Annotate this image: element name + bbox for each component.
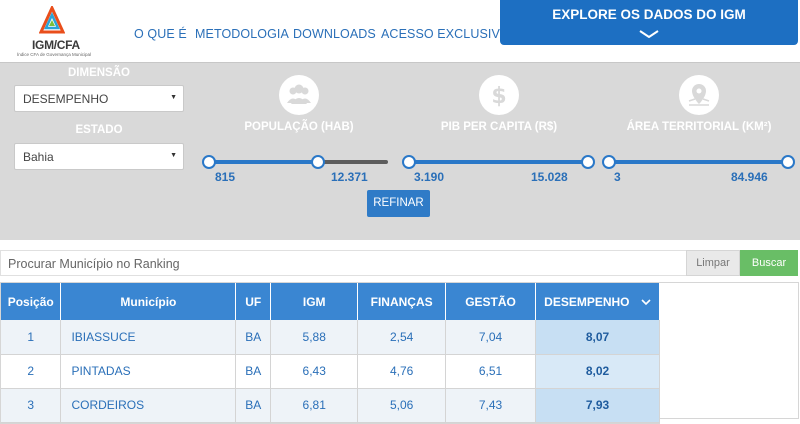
col-header-position[interactable]: Posição <box>1 283 62 320</box>
ranking-table: Posição Município UF IGM FINANÇAS GESTÃO… <box>0 282 660 424</box>
svg-text:$: $ <box>491 84 506 109</box>
logo-title: IGM/CFA <box>32 38 80 52</box>
explore-label: EXPLORE OS DADOS DO IGM <box>552 7 746 22</box>
cell-igm: 6,81 <box>270 388 359 423</box>
dollar-icon: $ <box>479 75 519 115</box>
logo-subtitle: Índice CFA de Governança Municipal <box>17 52 92 57</box>
table-row[interactable]: 3 CORDEIROS BA 6,81 5,06 7,43 7,93 <box>1 388 660 423</box>
cell-uf: BA <box>235 320 272 355</box>
cell-position: 2 <box>1 354 62 389</box>
nav-acesso-exclusivo[interactable]: ACESSO EXCLUSIVO <box>381 27 510 41</box>
cell-financas: 2,54 <box>357 320 447 355</box>
nav-metodologia[interactable]: METODOLOGIA <box>195 27 289 41</box>
population-max-value: 12.371 <box>331 170 368 184</box>
clear-button[interactable]: Limpar <box>686 250 740 276</box>
municipality-search-input[interactable]: Procurar Município no Ranking <box>0 250 686 276</box>
cell-igm: 6,43 <box>270 354 359 389</box>
state-select[interactable]: Bahia ▼ <box>14 143 184 170</box>
chevron-down-icon <box>639 30 659 38</box>
area-label: ÁREA TERRITORIAL (KM²) <box>626 121 772 133</box>
dimension-label: DIMENSÃO <box>68 67 130 79</box>
dropdown-caret-icon: ▼ <box>170 152 177 159</box>
map-pin-icon <box>679 75 719 115</box>
triangle-logo-icon <box>39 6 65 34</box>
nav-o-que-e[interactable]: O QUE É <box>134 27 187 41</box>
cell-financas: 5,06 <box>357 388 447 423</box>
area-max-value: 84.946 <box>731 170 768 184</box>
dimension-value: DESEMPENHO <box>23 92 109 106</box>
cell-uf: BA <box>235 354 272 389</box>
area-slider-fill <box>609 160 788 164</box>
col-header-desempenho-label: DESEMPENHO <box>544 294 630 309</box>
cell-municipality[interactable]: CORDEIROS <box>60 388 237 423</box>
area-min-value: 3 <box>614 170 621 184</box>
pib-max-handle[interactable] <box>581 155 595 169</box>
population-slider-track <box>318 160 388 164</box>
population-min-handle[interactable] <box>202 155 216 169</box>
cell-igm: 5,88 <box>270 320 359 355</box>
pib-slider-fill <box>409 160 588 164</box>
population-min-value: 815 <box>215 170 236 184</box>
table-header-row: Posição Município UF IGM FINANÇAS GESTÃO… <box>1 283 660 320</box>
state-value: Bahia <box>23 150 54 164</box>
population-label: POPULAÇÃO (HAB) <box>244 121 354 133</box>
cell-position: 1 <box>1 320 62 355</box>
population-max-handle[interactable] <box>311 155 325 169</box>
state-label: ESTADO <box>75 124 123 136</box>
cell-financas: 4,76 <box>357 354 447 389</box>
cell-uf: BA <box>235 388 272 423</box>
col-header-desempenho[interactable]: DESEMPENHO <box>535 283 660 320</box>
site-header: IGM/CFA Índice CFA de Governança Municip… <box>0 0 800 62</box>
dimension-select[interactable]: DESEMPENHO ▼ <box>14 85 184 112</box>
pib-min-value: 3.190 <box>414 170 445 184</box>
search-button[interactable]: Buscar <box>740 250 798 276</box>
pib-label: PIB PER CAPITA (R$) <box>440 121 558 133</box>
nav-downloads[interactable]: DOWNLOADS <box>293 27 376 41</box>
cell-desempenho: 8,02 <box>535 354 660 389</box>
igm-logo[interactable]: IGM/CFA Índice CFA de Governança Municip… <box>17 6 91 58</box>
table-row[interactable]: 1 IBIASSUCE BA 5,88 2,54 7,04 8,07 <box>1 320 660 355</box>
pib-max-value: 15.028 <box>531 170 568 184</box>
side-panel <box>658 282 799 419</box>
cell-gestao: 6,51 <box>445 354 537 389</box>
refine-button[interactable]: REFINAR <box>367 190 430 217</box>
col-header-gestao[interactable]: GESTÃO <box>445 283 537 320</box>
col-header-financas[interactable]: FINANÇAS <box>357 283 447 320</box>
cell-municipality[interactable]: IBIASSUCE <box>60 320 237 355</box>
cell-desempenho: 7,93 <box>535 388 660 423</box>
sort-chevron-down-icon <box>641 299 651 305</box>
col-header-municipality[interactable]: Município <box>60 283 237 320</box>
cell-gestao: 7,04 <box>445 320 537 355</box>
people-icon <box>279 75 319 115</box>
cell-municipality[interactable]: PINTADAS <box>60 354 237 389</box>
explore-data-button[interactable]: EXPLORE OS DADOS DO IGM <box>500 0 798 45</box>
area-max-handle[interactable] <box>781 155 795 169</box>
table-row[interactable]: 2 PINTADAS BA 6,43 4,76 6,51 8,02 <box>1 354 660 389</box>
pib-min-handle[interactable] <box>402 155 416 169</box>
col-header-uf[interactable]: UF <box>235 283 272 320</box>
filter-panel: DIMENSÃO DESEMPENHO ▼ ESTADO Bahia ▼ POP… <box>0 62 800 240</box>
col-header-igm[interactable]: IGM <box>270 283 359 320</box>
dropdown-caret-icon: ▼ <box>170 94 177 101</box>
cell-desempenho: 8,07 <box>535 320 660 355</box>
cell-gestao: 7,43 <box>445 388 537 423</box>
area-min-handle[interactable] <box>602 155 616 169</box>
population-slider-fill <box>209 160 318 164</box>
cell-position: 3 <box>1 388 62 423</box>
